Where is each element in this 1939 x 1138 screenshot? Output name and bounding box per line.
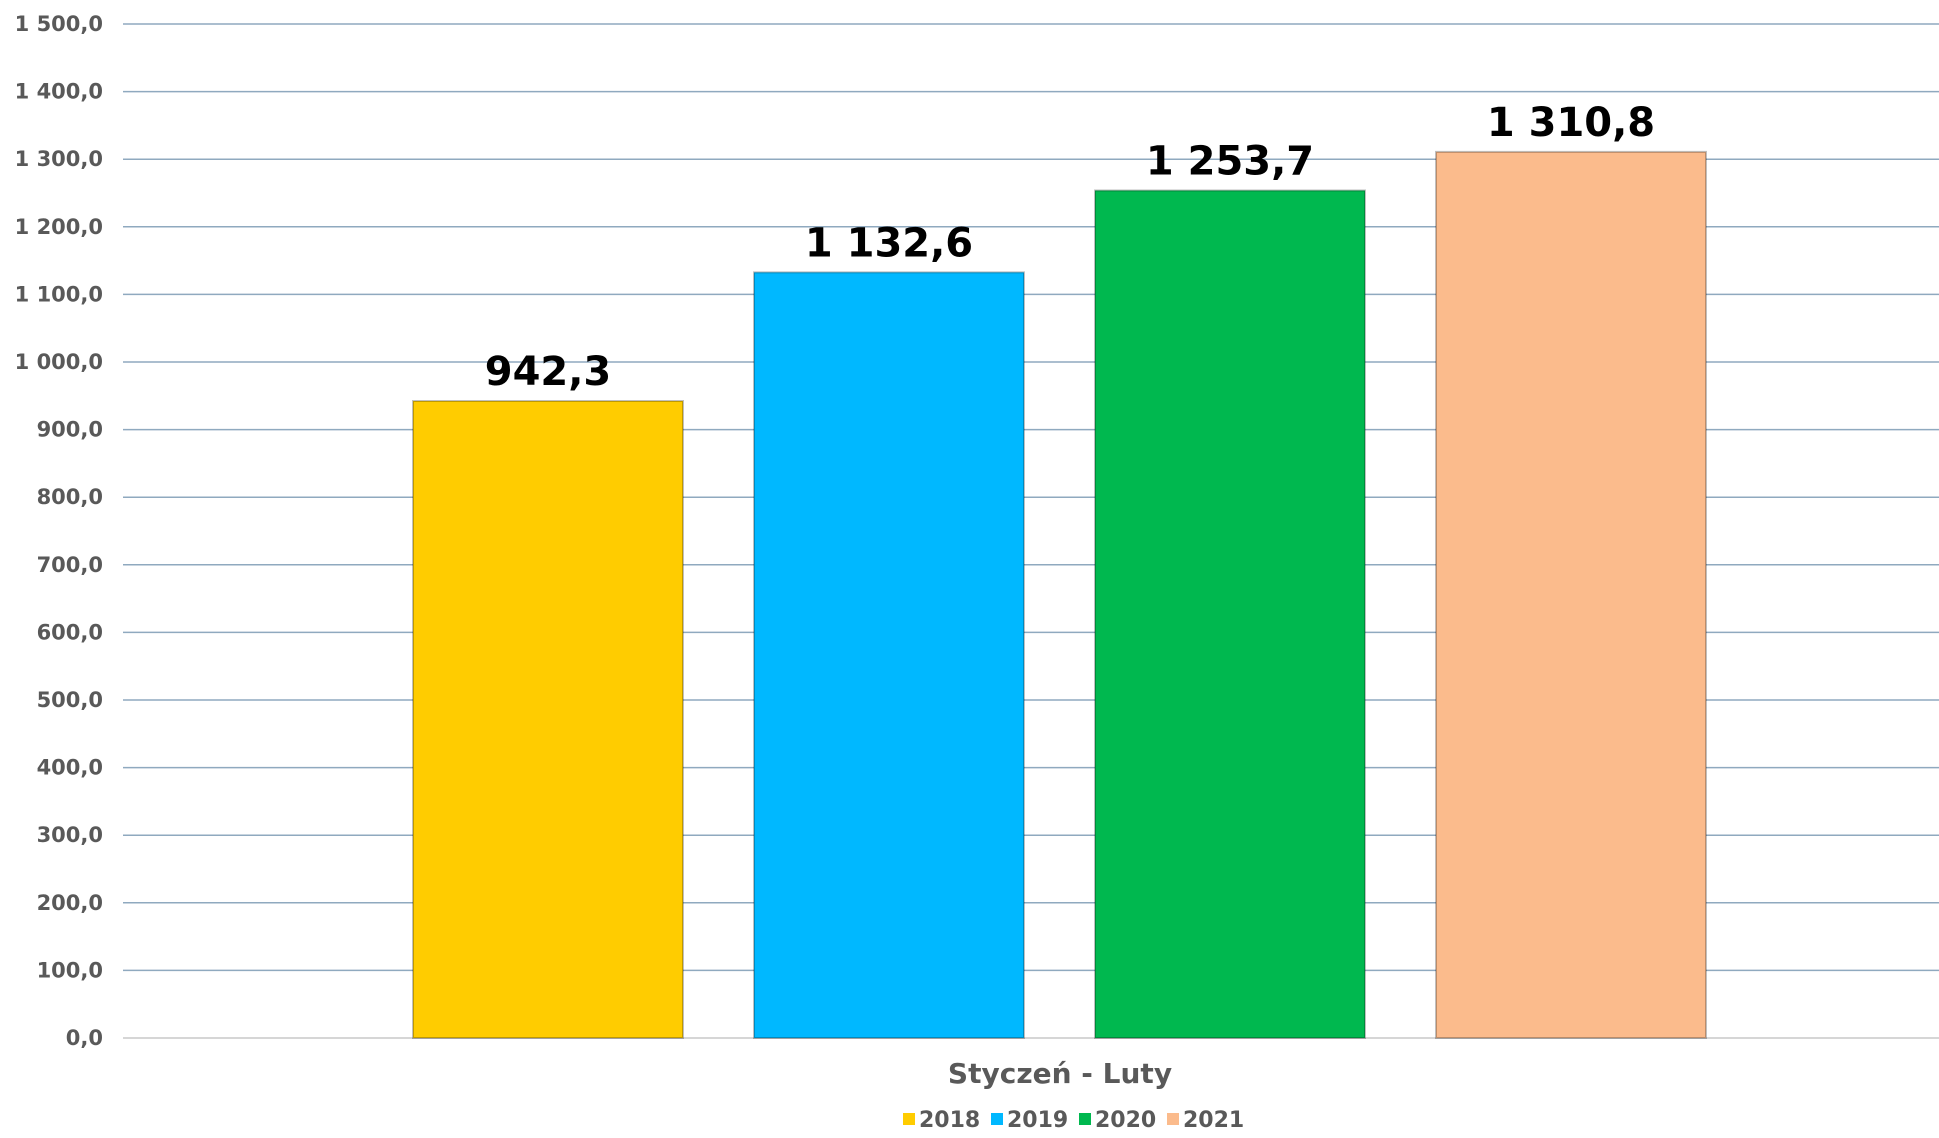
y-tick-label: 1 500,0 (15, 12, 103, 36)
bar-2018 (412, 400, 684, 1039)
y-tick-label: 900,0 (37, 418, 103, 442)
bar-2021 (1435, 150, 1707, 1040)
y-axis-tick-labels: 0,0 100,0 200,0 300,0 400,0 500,0 600,0 700,0 80… (15, 12, 103, 1050)
y-tick-label: 700,0 (37, 553, 103, 577)
data-label-2018: 942,3 (485, 349, 612, 395)
data-label-2019: 1 132,6 (805, 220, 973, 266)
x-axis: Styczeń - Luty (948, 1057, 1172, 1090)
y-tick-label: 1 000,0 (15, 350, 103, 374)
data-label-2020: 1 253,7 (1146, 138, 1314, 184)
data-labels: 942,3 1 132,6 1 253,7 1 310,8 (485, 100, 1655, 395)
legend: 2018 2019 2020 2021 (903, 1108, 1244, 1133)
legend-swatch-2021 (1167, 1113, 1179, 1125)
y-tick-label: 600,0 (37, 620, 103, 644)
y-tick-label: 300,0 (37, 823, 103, 847)
legend-label-2021: 2021 (1183, 1108, 1244, 1133)
legend-swatch-2018 (903, 1113, 915, 1125)
y-tick-label: 1 400,0 (15, 80, 103, 104)
y-tick-label: 100,0 (37, 958, 103, 982)
y-tick-label: 800,0 (37, 485, 103, 509)
bar-2020 (1094, 189, 1366, 1040)
y-tick-label: 400,0 (37, 756, 103, 780)
y-tick-label: 500,0 (37, 688, 103, 712)
bars (412, 150, 1707, 1040)
category-label: Styczeń - Luty (948, 1057, 1172, 1090)
legend-label-2020: 2020 (1095, 1108, 1156, 1133)
bar-2019 (753, 271, 1025, 1039)
y-tick-label: 1 100,0 (15, 282, 103, 306)
legend-label-2019: 2019 (1007, 1108, 1068, 1133)
legend-swatch-2020 (1079, 1113, 1091, 1125)
legend-swatch-2019 (991, 1113, 1003, 1125)
y-tick-label: 200,0 (37, 891, 103, 915)
y-tick-label: 0,0 (66, 1026, 103, 1050)
legend-label-2018: 2018 (919, 1108, 980, 1133)
y-tick-label: 1 300,0 (15, 147, 103, 171)
y-tick-label: 1 200,0 (15, 215, 103, 239)
data-label-2021: 1 310,8 (1487, 100, 1655, 146)
